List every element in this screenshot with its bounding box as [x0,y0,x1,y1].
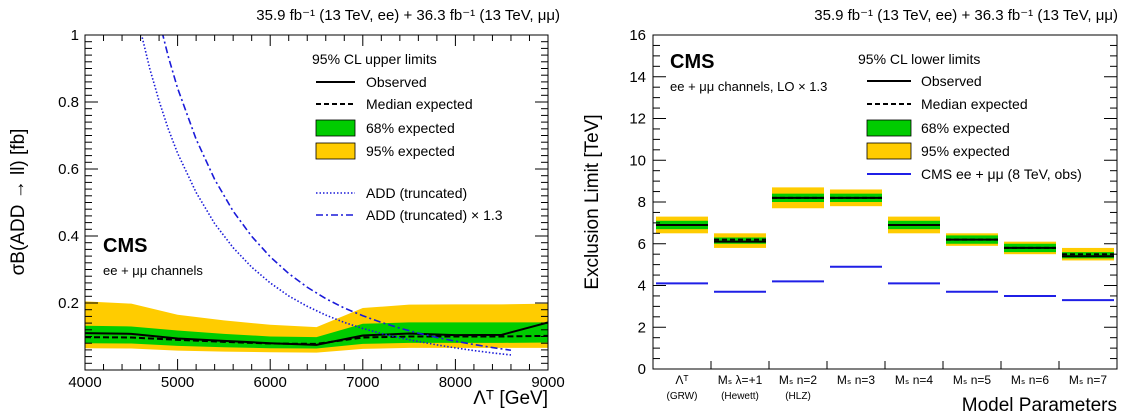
y-tick-label: 8 [638,194,646,211]
left-x-axis-title: Λᵀ [GeV] [473,388,548,409]
left-legend-title: 95% CL upper limits [312,51,437,67]
legend-entry-label: Observed [366,74,427,90]
right-axes: 0 2 4 6 8 10 12 14 16 Λᵀ (GRW) Mₛ λ=+1 (Hewett) Mₛ n=… [629,27,1117,402]
x-category-sublabel: (Hewett) [721,391,759,402]
left-panel: 35.9 fb⁻¹ (13 TeV, ee) + 36.3 fb⁻¹ (13 T… [8,7,565,409]
right-channel-label: ee + μμ channels, LO × 1.3 [670,79,827,94]
right-plot-area [656,187,1114,302]
y-tick-label: 0.6 [58,161,79,178]
legend-entry-label: CMS ee + μμ (8 TeV, obs) [921,166,1082,182]
right-cms-label: CMS [670,51,714,73]
left-series-group [85,35,548,356]
right-panel: 35.9 fb⁻¹ (13 TeV, ee) + 36.3 fb⁻¹ (13 T… [582,7,1118,414]
band-68-expected [85,322,548,349]
y-tick-label: 14 [629,69,646,86]
left-legend: 95% CL upper limits Observed Median expec… [312,51,503,223]
x-category-label: Mₛ λ=+1 [718,373,763,387]
legend-swatch-68 [866,119,912,137]
y-tick-label: 0.4 [58,228,79,245]
legend-entry-label: ADD (truncated) [366,185,467,201]
x-category-sublabel: (HLZ) [785,391,811,402]
series-observed [85,321,548,346]
y-tick-label: 4 [638,278,646,295]
legend-entry-label: ADD (truncated) × 1.3 [366,207,503,223]
y-tick-label: 0 [638,361,646,378]
y-tick-label: 16 [629,27,646,44]
legend-swatch-95 [315,142,356,160]
x-tick-label: 8000 [439,374,472,391]
legend-entry-label: Median expected [921,96,1028,112]
band-68-expected [1062,252,1114,259]
y-tick-label: 12 [629,111,646,128]
x-category-label: Mₛ n=4 [895,373,933,387]
left-y-axis-title: σB(ADD → ll) [fb] [8,129,29,276]
left-header: 35.9 fb⁻¹ (13 TeV, ee) + 36.3 fb⁻¹ (13 T… [256,7,560,24]
legend-entry-label: Observed [921,73,982,89]
x-tick-label: 7000 [346,374,379,391]
right-legend-title: 95% CL lower limits [858,51,980,67]
series-add-truncated-x13 [161,35,512,352]
left-channel-label: ee + μμ channels [103,263,203,278]
x-category-label: Λᵀ [675,373,688,387]
x-category-label: Mₛ n=5 [953,373,991,387]
x-tick-label: 4000 [68,374,101,391]
legend-entry-label: 95% expected [921,143,1010,159]
y-tick-label: 1 [71,27,79,44]
legend-swatch-95 [866,142,912,160]
left-plot-area [85,35,548,356]
legend-swatch-68 [315,119,356,137]
band-68-expected [714,237,766,244]
right-legend: 95% CL lower limits Observed Median expec… [858,51,1082,182]
legend-entry-label: Median expected [366,96,473,112]
x-category-label: Mₛ n=2 [779,373,817,387]
series-median-expected [85,334,548,345]
legend-entry-label: 68% expected [921,120,1010,136]
x-category-sublabel: (GRW) [667,391,698,402]
y-tick-label: 0.8 [58,94,79,111]
left-cms-label: CMS [103,235,147,257]
right-header: 35.9 fb⁻¹ (13 TeV, ee) + 36.3 fb⁻¹ (13 T… [814,7,1118,24]
left-axes: 4000 5000 6000 7000 8000 9000 0.2 0.4 0.6 0.8 1 [58,27,565,391]
y-tick-label: 2 [638,319,646,336]
legend-entry-label: 68% expected [366,120,455,136]
right-x-axis-title: Model Parameters [962,395,1117,414]
x-tick-label: 5000 [161,374,194,391]
legend-entry-label: 95% expected [366,143,455,159]
y-tick-label: 10 [629,152,646,169]
y-tick-label: 6 [638,236,646,253]
x-category-label: Mₛ n=6 [1011,373,1049,387]
x-category-label: Mₛ n=7 [1069,373,1107,387]
x-category-label: Mₛ n=3 [837,373,875,387]
x-tick-label: 6000 [254,374,287,391]
x-tick-label: 9000 [531,374,564,391]
right-y-axis-title: Exclusion Limit [TeV] [582,114,603,289]
y-tick-label: 0.2 [58,295,79,312]
series-add-truncated [140,35,512,356]
